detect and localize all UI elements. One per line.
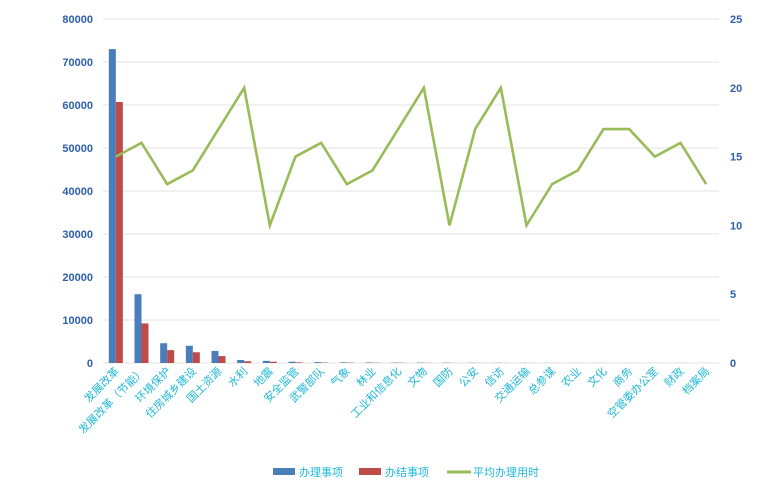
bar-completed (141, 323, 149, 363)
right-tick-label: 25 (730, 14, 742, 26)
category-label: 农业 (558, 364, 583, 389)
right-tick-label: 10 (730, 220, 742, 232)
right-tick-label: 20 (730, 83, 742, 95)
bar-completed (167, 350, 175, 363)
bar-completed (115, 101, 123, 364)
left-tick-label: 10000 (62, 315, 93, 327)
left-tick-label: 0 (87, 358, 93, 370)
left-axis: 0 10000 20000 30000 40000 50000 60000 70000 8000… (62, 14, 93, 370)
bars (108, 49, 714, 364)
right-axis: 0 5 10 15 20 25 (730, 14, 742, 370)
bar-handled (262, 360, 270, 363)
bar-handled (134, 294, 142, 363)
legend-entry: 办结事项 (385, 466, 429, 479)
category-label: 总参谋 (525, 364, 558, 397)
category-label: 国防 (430, 364, 455, 389)
right-tick-label: 15 (730, 152, 742, 164)
category-label: 文物 (404, 364, 429, 389)
legend-swatch (273, 468, 295, 475)
legend-entry: 平均办理用时 (473, 466, 539, 479)
average-time-polyline (115, 84, 708, 231)
legend-entry: 办理事项 (299, 466, 343, 479)
left-tick-label: 80000 (62, 14, 93, 26)
left-tick-label: 60000 (62, 100, 93, 112)
bar-completed (269, 361, 277, 363)
bar-handled (185, 345, 193, 363)
category-label: 水利 (226, 365, 251, 390)
legend: 办理事项 办结事项 平均办理用时 (273, 466, 539, 479)
left-tick-label: 50000 (62, 143, 93, 155)
left-tick-label: 70000 (62, 57, 93, 69)
bar-handled (211, 350, 219, 363)
bar-handled (314, 362, 322, 363)
category-label: 档案局 (679, 364, 712, 397)
right-tick-label: 5 (730, 289, 736, 301)
bar-handled (288, 361, 296, 363)
right-tick-label: 0 (730, 358, 736, 370)
bar-handled (237, 359, 245, 363)
category-label: 文化 (584, 364, 609, 389)
bar-handled (108, 49, 116, 363)
bar-handled (160, 343, 168, 363)
average-time-line (115, 84, 708, 231)
left-tick-label: 40000 (62, 186, 93, 198)
category-label: 气象 (327, 364, 352, 389)
bar-handled (365, 362, 373, 363)
bar-handled (339, 362, 347, 363)
left-tick-label: 20000 (62, 272, 93, 284)
gridlines (103, 18, 719, 364)
bar-completed (244, 361, 252, 363)
left-tick-label: 30000 (62, 229, 93, 241)
category-label: 公安 (456, 364, 481, 389)
bar-completed (218, 356, 226, 363)
bar-completed (192, 352, 200, 363)
legend-swatch (359, 468, 381, 475)
bar-completed (295, 362, 303, 363)
